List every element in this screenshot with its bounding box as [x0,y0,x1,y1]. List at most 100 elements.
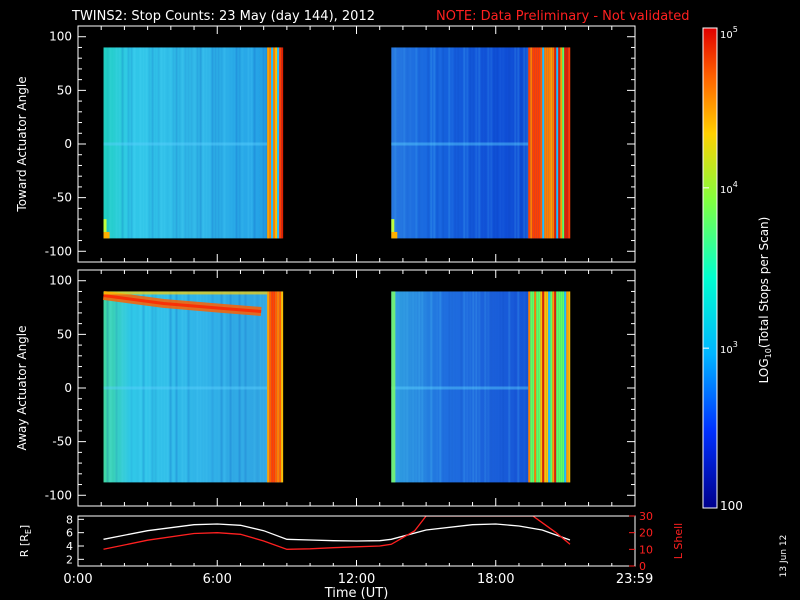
heatmap-stripe [193,47,196,239]
heatmap-saturated-column [536,291,539,483]
heatmap-stripe [499,291,502,483]
heatmap-stripe [433,47,436,239]
heatmap-stripe [241,47,244,239]
heatmap-saturated-column [562,47,565,239]
heatmap-stripe [130,47,133,239]
heatmap-stripe [394,47,397,239]
heatmap-stripe [436,47,439,239]
heatmap-saturated-column [532,47,535,239]
heatmap-stripe [217,47,220,239]
heatmap-stripe [265,47,268,239]
heatmap-stripe [526,291,529,483]
heatmap-stripe [415,47,418,239]
heatmap-stripe [115,47,118,239]
y-tick-label: 50 [57,327,72,341]
ephem-left-tick-label: 2 [66,553,73,566]
heatmap-stripe [460,291,463,483]
data-window-away-1 [102,290,284,483]
heatmap-stripe [202,47,205,239]
ephem-left-tick-label: 6 [66,527,73,540]
colorbar-tick-label: 100 [720,499,743,513]
time-tick-label: 18:00 [477,572,514,587]
heatmap-stripe [439,47,442,239]
heatmap-zero-band [103,386,268,390]
heatmap-stripe [175,291,178,483]
heatmap-saturated-column [564,291,567,483]
data-window-toward-1 [103,47,284,239]
heatmap-stripe [454,47,457,239]
heatmap-stripe [124,291,127,483]
heatmap-saturated-column [271,291,274,483]
time-tick-label: 23:59 [616,572,653,587]
y-tick-label: 100 [49,274,72,288]
heatmap-stripe [202,291,205,483]
heatmap-saturated-column [277,291,280,483]
heatmap-stripe [133,47,136,239]
heatmap-saturated-column [568,47,571,239]
heatmap-stripe [115,291,118,483]
figure-title: TWINS2: Stop Counts: 23 May (day 144), 2… [71,9,375,24]
colorbar-label: LOG10(Total Stops per Scan) [757,217,773,384]
heatmap-saturated-column [550,291,553,483]
ephem-left-tick-label: 8 [66,513,73,526]
ephem-right-tick-label: 10 [639,543,653,556]
heatmap-stripe [430,47,433,239]
heatmap-stripe [145,291,148,483]
heatmap-saturated-column [534,291,537,483]
heatmap-stripe [457,47,460,239]
time-tick-label: 12:00 [338,572,375,587]
heatmap-stripe [184,291,187,483]
heatmap-stripe [487,291,490,483]
heatmap-stripe [241,291,244,483]
heatmap-edge-hot [391,231,398,239]
heatmap-stripe [448,291,451,483]
heatmap-stripe [190,47,193,239]
heatmap-stripe [253,47,256,239]
heatmap-saturated-column [275,291,278,483]
heatmap-stripe [253,291,256,483]
heatmap-saturated-column [528,291,531,483]
heatmap-zero-band [391,142,529,146]
heatmap-stripe [175,47,178,239]
l-shell-axis-label: L Shell [672,523,685,559]
heatmap-saturated-column [530,47,533,239]
heatmap-saturated-column [534,47,537,239]
heatmap-saturated-column [279,47,282,239]
heatmap-saturated-column [267,47,270,239]
y-tick-label: -100 [45,488,72,502]
heatmap-stripe [463,47,466,239]
heatmap-stripe [109,291,112,483]
panel-away: 100 50 0 -50 -100 Away Actuator Angle [15,269,636,507]
heatmap-stripe [418,291,421,483]
heatmap-stripe [154,291,157,483]
heatmap-stripe [415,291,418,483]
heatmap-stripe [196,291,199,483]
heatmap-stripe [148,291,151,483]
heatmap-stripe [151,47,154,239]
y-tick-label: -50 [52,191,72,205]
heatmap-stripe [463,291,466,483]
heatmap-saturated-column [269,47,272,239]
heatmap-stripe [217,291,220,483]
heatmap-stripe [466,291,469,483]
heatmap-stripe [172,291,175,483]
ephem-right-tick-label: 0 [639,560,646,573]
heatmap-stripe [526,47,529,239]
heatmap-stripe [490,291,493,483]
heatmap-stripe [205,291,208,483]
heatmap-stripe [169,291,172,483]
heatmap-stripe [262,47,265,239]
heatmap-stripe [199,291,202,483]
heatmap-stripe [397,291,400,483]
ephem-left-tick-label: 4 [66,540,73,553]
heatmap-stripe [436,291,439,483]
heatmap-block [103,47,283,239]
heatmap-saturated-column [562,291,565,483]
heatmap-stripe [442,47,445,239]
colorbar-tick-label: 104 [720,180,738,196]
heatmap-stripe [262,291,265,483]
heatmap-stripe [409,47,412,239]
heatmap-stripe [196,47,199,239]
heatmap-edge-warm [103,219,107,232]
